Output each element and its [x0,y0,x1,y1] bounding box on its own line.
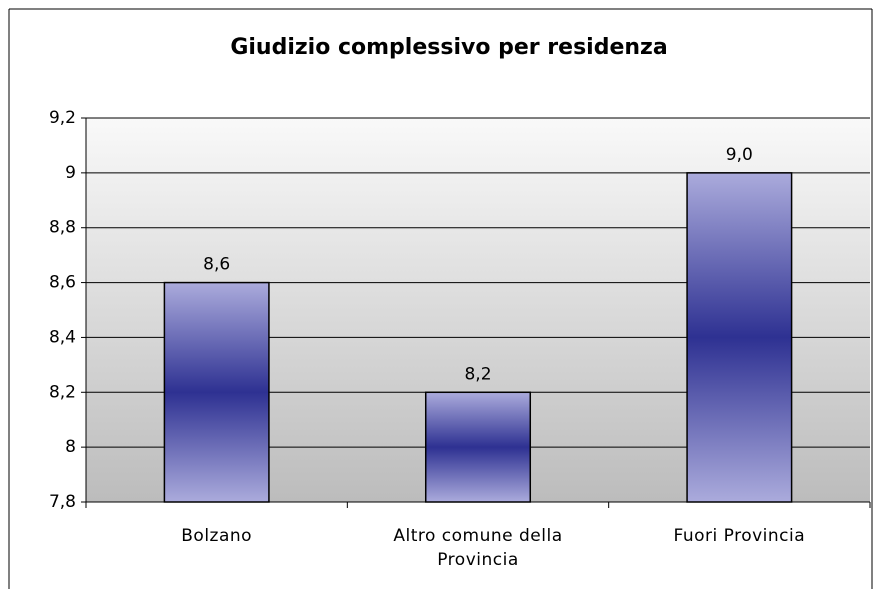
y-tick-label: 9 [65,163,76,183]
x-tick-label: Fuori Provincia [673,526,806,546]
data-label: 9,0 [726,145,753,165]
bar [163,281,270,503]
x-tick-label: Bolzano [181,526,253,546]
data-label: 8,2 [464,364,491,384]
bar [424,391,532,503]
y-tick-label: 9,2 [49,108,76,128]
x-tick-label: Altro comune della Provincia [393,526,563,570]
bar [686,172,793,503]
y-tick-label: 8,6 [49,273,76,293]
y-tick-label: 7,8 [49,492,76,512]
y-tick-label: 8,8 [49,218,76,238]
chart-title: Giudizio complessivo per residenza [230,35,667,60]
y-tick-label: 8 [65,437,76,457]
y-tick-label: 8,4 [49,327,76,347]
y-tick-label: 8,2 [49,382,76,402]
data-label: 8,6 [203,255,230,275]
